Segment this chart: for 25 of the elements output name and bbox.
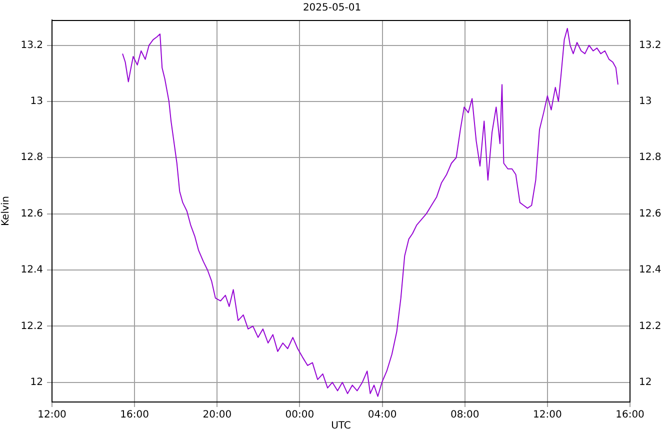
x-tick-label: 16:00 (120, 410, 149, 421)
y2-tick-label: 12.4 (639, 264, 662, 276)
y-tick-label: 12.2 (20, 320, 43, 332)
y-tick-label: 12 (30, 376, 43, 388)
y-tick-label: 13.2 (20, 40, 43, 51)
x-tick-label: 12:00 (38, 410, 66, 421)
y-axis-title: Kelvin (0, 196, 12, 226)
y-tick-label: 13 (30, 96, 43, 108)
x-tick-label: 00:00 (285, 410, 314, 421)
y-tick-label: 12.8 (20, 152, 43, 164)
x-tick-label: 20:00 (202, 410, 232, 421)
y-tick-label: 12.6 (20, 208, 43, 220)
x-tick-label: 08:00 (450, 410, 480, 421)
x-axis-title: UTC (331, 420, 351, 432)
x-tick-label: 16:00 (616, 410, 644, 421)
y2-tick-label: 12.2 (639, 320, 662, 332)
chart-title: 2025-05-01 (302, 2, 362, 14)
y2-tick-label: 12.8 (639, 152, 662, 164)
x-tick-label: 04:00 (368, 410, 397, 421)
y2-tick-label: 13.2 (639, 40, 662, 51)
y-tick-label: 12.4 (20, 264, 43, 276)
x-tick-label: 12:00 (533, 410, 562, 421)
y2-tick-label: 13 (639, 96, 652, 108)
y2-tick-label: 12 (639, 376, 652, 388)
y2-tick-label: 12.6 (639, 208, 662, 220)
